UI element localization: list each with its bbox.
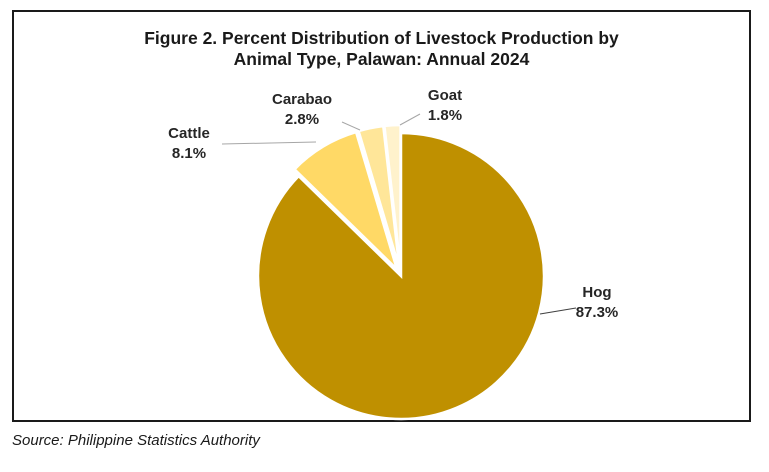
slice-value-label-hog: 87.3% — [576, 304, 619, 321]
slice-value-label-carabao: 2.8% — [285, 111, 319, 128]
slice-value-label-goat: 1.8% — [428, 107, 462, 124]
leader-line-cattle — [221, 141, 317, 145]
source-note: Source: Philippine Statistics Authority — [12, 432, 260, 449]
slice-label-cattle: Cattle — [168, 125, 210, 142]
pie-slices — [256, 123, 546, 421]
pie-slice-cattle — [292, 130, 400, 274]
leader-line-hog — [539, 307, 577, 315]
chart-title-line-2: Animal Type, Palawan: Annual 2024 — [233, 49, 530, 69]
data-labels: Hog 87.3% Cattle 8.1% Carabao 2.8% Goat 1.8% — [168, 87, 618, 321]
leader-lines — [221, 113, 577, 315]
pie-slice-hog — [256, 131, 546, 421]
leader-line-goat — [399, 113, 421, 126]
leader-line-carabao — [341, 121, 361, 131]
chart-title-line-1: Figure 2. Percent Distribution of Livest… — [144, 28, 619, 48]
slice-label-goat: Goat — [428, 87, 462, 104]
slice-label-hog: Hog — [582, 284, 611, 301]
chart-title: Figure 2. Percent Distribution of Livest… — [14, 28, 749, 70]
slice-label-carabao: Carabao — [272, 91, 332, 108]
slice-value-label-cattle: 8.1% — [172, 145, 206, 162]
